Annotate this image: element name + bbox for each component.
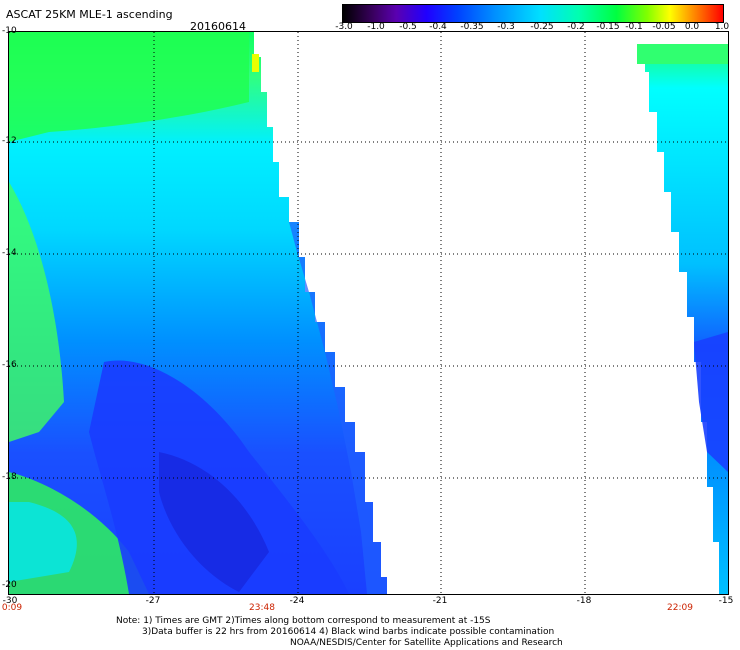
colorbar-label: -0.4: [429, 22, 447, 32]
time-label: 22:09: [667, 603, 693, 613]
lon-label: -18: [576, 596, 592, 606]
left-green-band-top: [9, 32, 249, 142]
lon-label: -24: [289, 596, 305, 606]
colorbar-labels: -3.0 -1.0 -0.5 -0.4 -0.35 -0.3 -0.25 -0.…: [330, 22, 730, 34]
colorbar-label: -3.0: [335, 22, 353, 32]
note-line-2: 3)Data buffer is 22 hrs from 20160614 4)…: [142, 627, 555, 637]
lon-label: -30: [2, 596, 18, 606]
lon-label: -15: [718, 596, 734, 606]
left-blue-core: [89, 360, 349, 594]
lon-label: -21: [432, 596, 448, 606]
left-cyan-patch: [9, 502, 77, 582]
swath-map: [9, 32, 728, 594]
left-deep-blue-core: [159, 452, 269, 592]
lat-label: -14: [2, 248, 17, 258]
time-label: 0:09: [1, 603, 23, 613]
left-green-band-side: [9, 182, 64, 442]
colorbar-label: -0.15: [596, 22, 620, 32]
left-swath-edge: [289, 222, 387, 594]
colorbar-label: -0.5: [399, 22, 417, 32]
graticule: [9, 32, 728, 594]
left-yellow-pixel: [252, 54, 259, 72]
right-blue-core: [694, 332, 728, 472]
note-line-3: NOAA/NESDIS/Center for Satellite Applica…: [290, 638, 563, 648]
colorbar-label: -1.0: [367, 22, 385, 32]
map-panel: [8, 31, 729, 595]
right-green-top: [637, 44, 728, 64]
colorbar-label: -0.2: [567, 22, 585, 32]
colorbar-label: -0.3: [497, 22, 515, 32]
time-label: 23:48: [249, 603, 275, 613]
colorbar-label: 0.0: [684, 22, 700, 32]
colorbar: [342, 4, 724, 23]
lat-label: -18: [2, 472, 17, 482]
lon-label: -27: [145, 596, 161, 606]
map-title: ASCAT 25KM MLE-1 ascending: [6, 8, 173, 21]
map-date: 20160614: [190, 20, 246, 33]
colorbar-label: 1.0: [714, 22, 730, 32]
colorbar-label: -0.35: [460, 22, 484, 32]
colorbar-label: -0.25: [530, 22, 554, 32]
colorbar-label: -0.05: [652, 22, 676, 32]
lat-label: -20: [2, 580, 17, 590]
lat-label: -16: [2, 360, 17, 370]
colorbar-label: -0.1: [625, 22, 643, 32]
right-swath: [637, 44, 728, 594]
lat-label: -12: [2, 136, 17, 146]
lat-label: -10: [2, 26, 17, 36]
note-line-1: Note: 1) Times are GMT 2)Times along bot…: [116, 616, 491, 626]
